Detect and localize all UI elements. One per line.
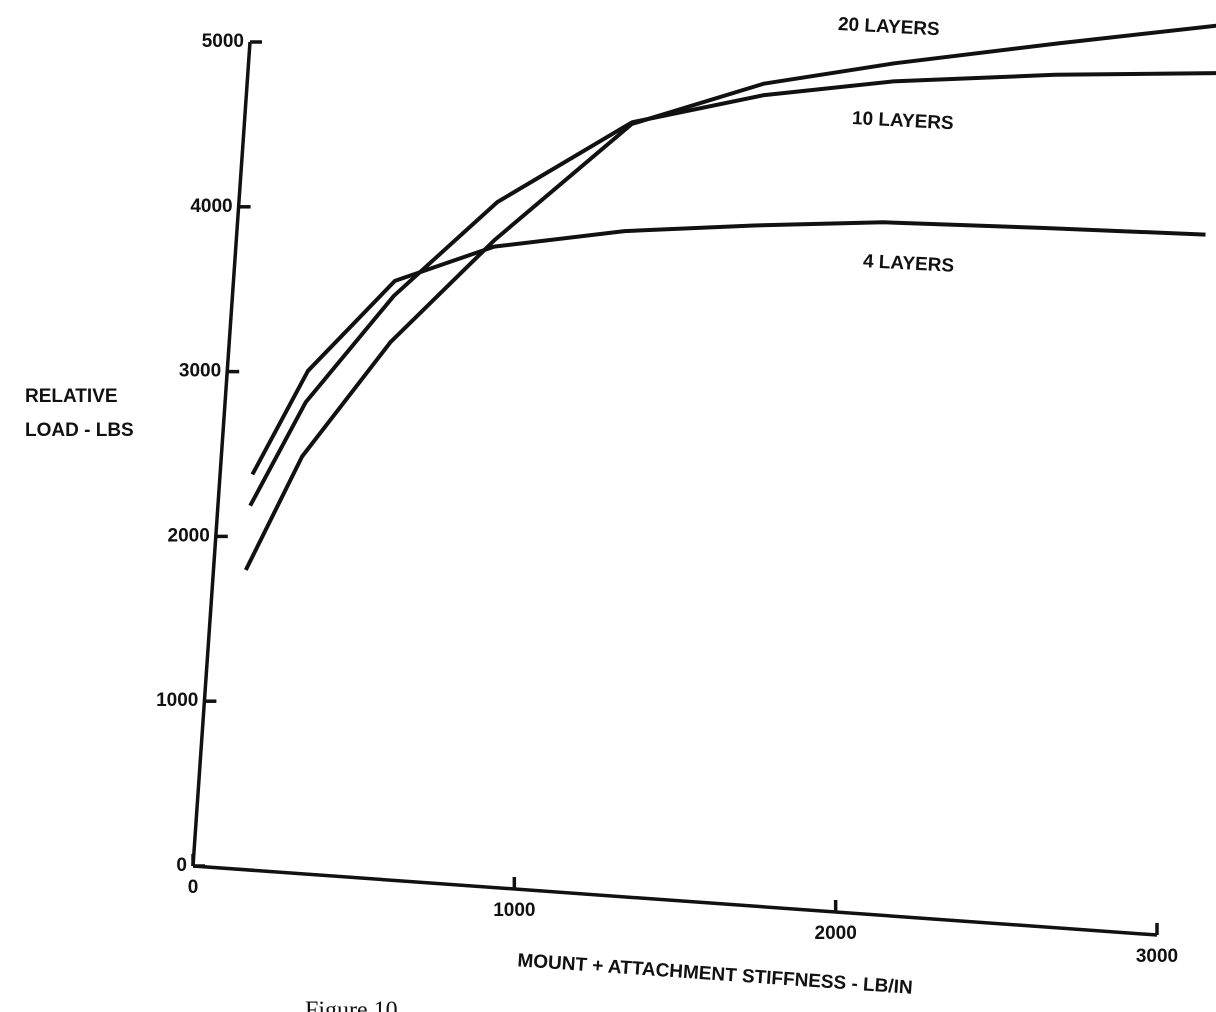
caption: Figure 10	[305, 998, 398, 1012]
y-tick-label: 0	[176, 855, 187, 876]
y-axis-label: RELATIVE	[25, 386, 118, 407]
y-axis	[191, 41, 252, 867]
x-tick-label: 1000	[493, 900, 535, 921]
y-axis-label: LOAD - LBS	[25, 420, 134, 441]
x-tick-label: 3000	[1136, 946, 1178, 967]
x-axis-label: MOUNT + ATTACHMENT STIFFNESS - LB/IN	[517, 950, 914, 999]
series-label: 4 LAYERS	[862, 251, 954, 277]
series-label: 10 LAYERS	[851, 108, 954, 134]
y-tick-label: 5000	[202, 31, 244, 52]
y-tick-label: 4000	[190, 196, 232, 217]
x-tick-label: 2000	[815, 923, 857, 944]
series-line	[250, 220, 1206, 476]
series-label: 20 LAYERS	[837, 14, 940, 40]
series-line	[248, 71, 1216, 507]
x-tick-label: 0	[188, 877, 199, 898]
y-tick-label: 3000	[179, 361, 221, 382]
y-tick-label: 2000	[168, 525, 210, 546]
x-axis	[192, 864, 1158, 937]
y-tick-label: 1000	[156, 690, 198, 711]
